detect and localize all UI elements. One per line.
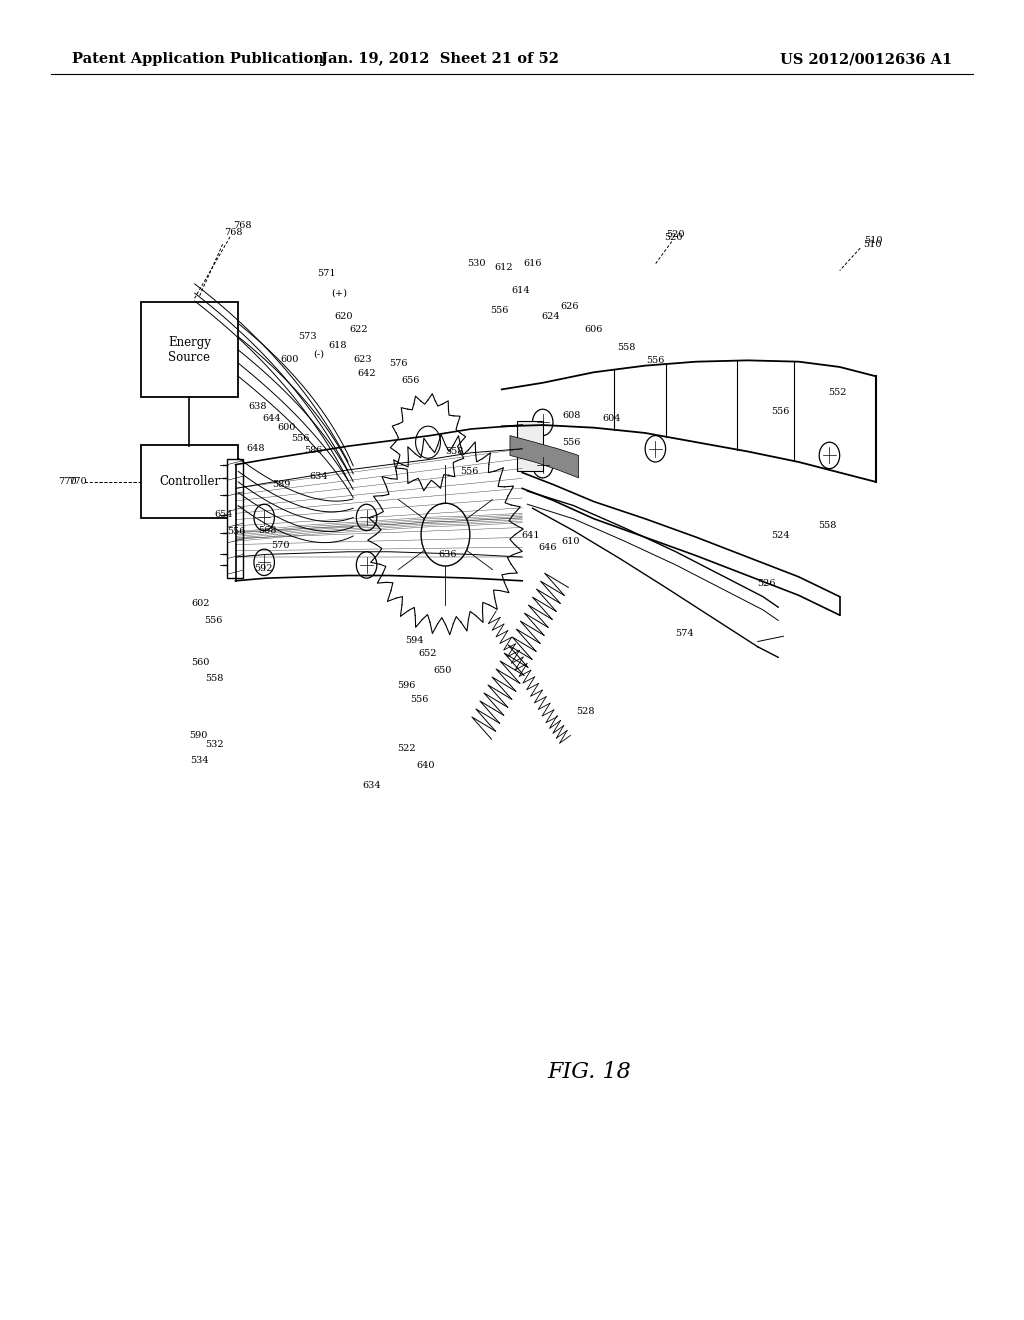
Text: 641: 641 — [521, 532, 540, 540]
Text: 656: 656 — [401, 376, 420, 384]
Text: Energy
Source: Energy Source — [168, 335, 211, 364]
Bar — [227, 459, 243, 578]
Text: 770: 770 — [68, 478, 87, 486]
Text: 556: 556 — [460, 467, 478, 475]
Text: 556: 556 — [646, 356, 665, 364]
Text: FIG. 18: FIG. 18 — [547, 1061, 631, 1082]
Circle shape — [254, 504, 274, 531]
Text: 623: 623 — [353, 355, 372, 363]
Text: 600: 600 — [281, 355, 299, 363]
Circle shape — [421, 503, 470, 566]
Bar — [517, 421, 543, 471]
Text: 568: 568 — [258, 527, 276, 535]
Text: 520: 520 — [667, 231, 685, 239]
FancyBboxPatch shape — [141, 445, 238, 517]
Text: 556: 556 — [291, 434, 309, 442]
Text: 646: 646 — [539, 544, 557, 552]
Text: 520: 520 — [665, 234, 683, 242]
Text: 556: 556 — [411, 696, 429, 704]
Text: 534: 534 — [190, 756, 209, 764]
Text: 560: 560 — [191, 659, 210, 667]
Text: 586: 586 — [304, 446, 323, 454]
Text: 524: 524 — [771, 532, 790, 540]
Text: 556: 556 — [227, 528, 246, 536]
Circle shape — [356, 504, 377, 531]
Text: 768: 768 — [233, 222, 252, 230]
Text: 573: 573 — [298, 333, 316, 341]
Text: 634: 634 — [362, 781, 381, 789]
Text: 620: 620 — [335, 313, 353, 321]
Text: 590: 590 — [189, 731, 208, 739]
Text: 594: 594 — [406, 636, 424, 644]
Text: 616: 616 — [523, 260, 542, 268]
Text: 526: 526 — [757, 579, 775, 587]
Text: 558: 558 — [445, 447, 464, 455]
Circle shape — [532, 409, 553, 436]
Text: 642: 642 — [357, 370, 376, 378]
Text: 638: 638 — [249, 403, 267, 411]
Text: Patent Application Publication: Patent Application Publication — [72, 53, 324, 66]
Text: 571: 571 — [317, 269, 336, 277]
Text: 556: 556 — [771, 408, 790, 416]
Circle shape — [416, 426, 440, 458]
Text: 634: 634 — [309, 473, 328, 480]
Text: US 2012/0012636 A1: US 2012/0012636 A1 — [780, 53, 952, 66]
Text: 596: 596 — [397, 681, 416, 689]
Text: Jan. 19, 2012  Sheet 21 of 52: Jan. 19, 2012 Sheet 21 of 52 — [322, 53, 559, 66]
Text: Controller: Controller — [159, 475, 220, 488]
Text: 610: 610 — [561, 537, 580, 545]
Circle shape — [356, 552, 377, 578]
Text: 600: 600 — [278, 424, 296, 432]
Text: 558: 558 — [818, 521, 837, 529]
Text: 510: 510 — [863, 240, 882, 248]
Polygon shape — [510, 436, 579, 478]
Text: 570: 570 — [271, 541, 290, 549]
Circle shape — [254, 549, 274, 576]
Text: 522: 522 — [397, 744, 416, 752]
Text: 602: 602 — [191, 599, 210, 607]
Text: 556: 556 — [204, 616, 222, 624]
Text: 624: 624 — [542, 313, 560, 321]
Text: 622: 622 — [349, 326, 368, 334]
Text: 652: 652 — [419, 649, 437, 657]
FancyBboxPatch shape — [141, 302, 238, 397]
Text: 768: 768 — [224, 228, 243, 236]
Text: 552: 552 — [828, 388, 847, 396]
Text: 614: 614 — [511, 286, 529, 294]
Text: 558: 558 — [205, 675, 223, 682]
Text: 770: 770 — [57, 478, 77, 486]
Text: 576: 576 — [389, 359, 408, 367]
Text: 606: 606 — [585, 326, 603, 334]
Text: 592: 592 — [254, 565, 272, 573]
Text: 574: 574 — [675, 630, 693, 638]
Circle shape — [819, 442, 840, 469]
Text: 530: 530 — [467, 260, 485, 268]
Text: 618: 618 — [329, 342, 347, 350]
Text: 644: 644 — [262, 414, 281, 422]
Text: 654: 654 — [214, 511, 232, 519]
Text: 608: 608 — [562, 412, 581, 420]
Text: (+): (+) — [331, 289, 347, 297]
Text: 640: 640 — [417, 762, 435, 770]
Text: 556: 556 — [562, 438, 581, 446]
Text: 558: 558 — [617, 343, 636, 351]
Circle shape — [532, 451, 553, 478]
Text: 528: 528 — [577, 708, 595, 715]
Text: 556: 556 — [490, 306, 509, 314]
Text: 636: 636 — [438, 550, 457, 558]
Text: 589: 589 — [272, 480, 291, 488]
Text: (-): (-) — [313, 350, 324, 358]
Text: 650: 650 — [433, 667, 452, 675]
Text: 604: 604 — [602, 414, 621, 422]
Text: 648: 648 — [247, 445, 265, 453]
Text: 532: 532 — [205, 741, 223, 748]
Text: 510: 510 — [864, 236, 883, 244]
Text: 612: 612 — [495, 264, 513, 272]
Text: 626: 626 — [560, 302, 579, 310]
Circle shape — [645, 436, 666, 462]
